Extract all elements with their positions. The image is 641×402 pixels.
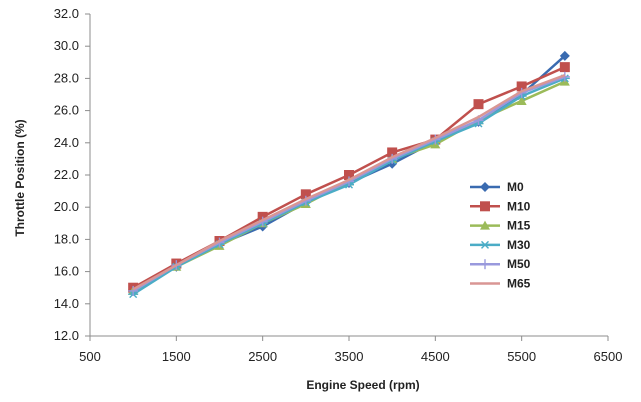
x-tick-label: 6500 <box>594 349 623 364</box>
legend: M0 M10 M15 M30 M50 M65 <box>470 180 531 291</box>
data-point-m10 <box>559 62 570 73</box>
x-tick-label: 5500 <box>507 349 536 364</box>
y-axis-title: Throttle Position (%) <box>13 119 27 236</box>
legend-label-m65: M65 <box>507 277 531 291</box>
legend-label-m30: M30 <box>507 238 531 252</box>
data-point-m10 <box>387 147 398 158</box>
y-tick-label: 28.0 <box>54 70 79 85</box>
y-tick-label: 18.0 <box>54 231 79 246</box>
legend-label-m0: M0 <box>507 180 524 194</box>
y-tick-label: 30.0 <box>54 38 79 53</box>
legend-marker-m30 <box>480 240 490 249</box>
legend-item-m30: M30 <box>470 238 531 252</box>
legend-item-m65: M65 <box>470 277 531 291</box>
y-tick-label: 12.0 <box>54 328 79 343</box>
axes <box>85 13 609 341</box>
y-tick-label: 16.0 <box>54 264 79 279</box>
x-axis-title: Engine Speed (rpm) <box>306 378 419 392</box>
x-tick-labels: 500 1500 2500 3500 4500 5500 6500 <box>79 349 622 364</box>
data-point-m50 <box>128 285 139 296</box>
y-tick-label: 32.0 <box>54 6 79 21</box>
y-tick-label: 24.0 <box>54 135 79 150</box>
legend-marker-m10 <box>480 201 490 212</box>
legend-marker-m15 <box>480 220 490 230</box>
y-tick-label: 20.0 <box>54 199 79 214</box>
series-line-m65 <box>132 74 566 291</box>
data-point-m10 <box>473 99 484 110</box>
x-tick-label: 4500 <box>421 349 450 364</box>
series-group <box>128 50 570 299</box>
legend-marker-m50 <box>480 259 490 270</box>
legend-item-m50: M50 <box>470 257 531 271</box>
data-point-m10 <box>300 189 311 200</box>
data-point-m0 <box>559 50 570 61</box>
x-tick-label: 500 <box>79 349 101 364</box>
legend-label-m10: M10 <box>507 199 531 213</box>
legend-label-m15: M15 <box>507 219 531 233</box>
series-m65 <box>132 74 566 291</box>
legend-item-m10: M10 <box>470 199 531 213</box>
x-tick-label: 3500 <box>335 349 364 364</box>
legend-item-m0: M0 <box>470 180 524 194</box>
y-tick-label: 22.0 <box>54 167 79 182</box>
data-point-m10 <box>344 170 354 180</box>
data-point-m15 <box>516 95 527 105</box>
data-point-m10 <box>516 81 527 92</box>
legend-label-m50: M50 <box>507 257 531 271</box>
legend-marker-m0 <box>480 182 490 192</box>
x-tick-label: 2500 <box>248 349 277 364</box>
y-tick-labels: 12.0 14.0 16.0 18.0 20.0 22.0 24.0 26.0 28.0 30.0… <box>54 6 79 343</box>
series-m50 <box>128 71 570 296</box>
legend-item-m15: M15 <box>470 219 531 233</box>
y-tick-label: 26.0 <box>54 103 79 118</box>
y-tick-label: 14.0 <box>54 296 79 311</box>
x-tick-label: 1500 <box>162 349 191 364</box>
